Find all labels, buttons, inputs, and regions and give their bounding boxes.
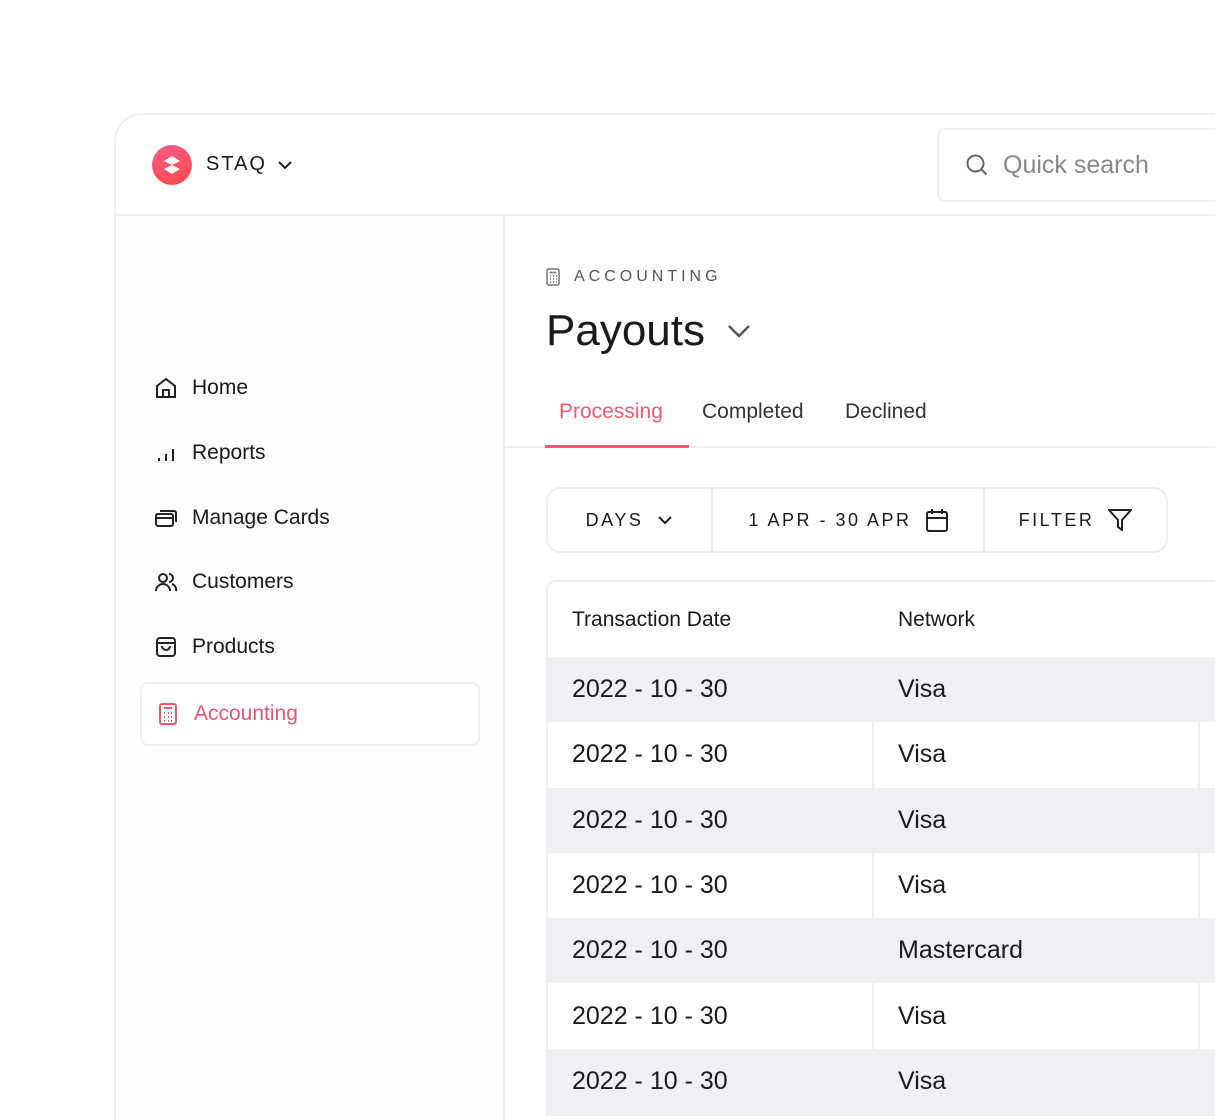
sidebar-item-customers[interactable]: Customers bbox=[140, 550, 480, 614]
payouts-table: Transaction Date Network 2022 - 10 - 30 V… bbox=[546, 580, 1215, 1117]
table-row[interactable]: 2022 - 10 - 30 Visa bbox=[548, 983, 1215, 1049]
tab-processing[interactable]: Processing bbox=[559, 400, 663, 423]
cards-icon bbox=[155, 510, 177, 527]
date-range-picker[interactable]: 1 APR - 30 APR bbox=[713, 489, 985, 551]
table-cell bbox=[1200, 853, 1215, 918]
page-title[interactable]: Payouts bbox=[546, 306, 751, 356]
sidebar-item-label: Accounting bbox=[194, 702, 298, 725]
network-cell: Visa bbox=[898, 1066, 947, 1095]
sidebar-item-label: Manage Cards bbox=[192, 506, 330, 529]
breadcrumb-label: ACCOUNTING bbox=[574, 268, 722, 285]
days-dropdown[interactable]: DAYS bbox=[548, 489, 713, 551]
search-input[interactable]: Quick search bbox=[937, 128, 1215, 202]
transaction-date-cell: 2022 - 10 - 30 bbox=[548, 722, 874, 788]
sidebar-item-manage-cards[interactable]: Manage Cards bbox=[140, 486, 480, 550]
page-title-text: Payouts bbox=[546, 306, 705, 355]
sidebar-item-accounting[interactable]: Accounting bbox=[140, 682, 480, 746]
sidebar-item-label: Reports bbox=[192, 441, 266, 464]
transaction-date-cell: 2022 - 10 - 30 bbox=[572, 1066, 728, 1095]
network-cell: Visa bbox=[874, 852, 1200, 919]
table-row[interactable]: 2022 - 10 - 30 Visa bbox=[548, 787, 1215, 853]
workspace-switcher[interactable]: STAQ bbox=[206, 153, 293, 176]
filter-bar: DAYS 1 APR - 30 APR FILTER bbox=[546, 487, 1168, 553]
calculator-icon bbox=[546, 268, 560, 286]
network-cell: Visa bbox=[898, 805, 947, 834]
search-icon bbox=[966, 154, 988, 176]
network-cell: Visa bbox=[874, 983, 1200, 1049]
app-window: STAQ Quick search Home Reports Manage Ca… bbox=[114, 113, 1215, 1120]
table-cell bbox=[1200, 722, 1215, 787]
column-header[interactable]: Transaction Date bbox=[572, 607, 732, 631]
network-cell: Visa bbox=[898, 675, 947, 704]
filter-button[interactable]: FILTER bbox=[985, 489, 1166, 551]
calculator-icon bbox=[159, 703, 177, 725]
sidebar-item-label: Products bbox=[192, 635, 275, 658]
sidebar-item-products[interactable]: Products bbox=[140, 615, 480, 679]
column-header[interactable]: Network bbox=[898, 607, 976, 631]
active-tab-indicator bbox=[545, 445, 689, 448]
table-cell bbox=[1200, 983, 1215, 1048]
staq-logo[interactable] bbox=[152, 145, 192, 185]
table-cell bbox=[1200, 788, 1215, 853]
sidebar-item-home[interactable]: Home bbox=[140, 356, 480, 420]
sidebar-item-reports[interactable]: Reports bbox=[140, 421, 480, 485]
sidebar-item-label: Home bbox=[192, 376, 249, 399]
users-icon bbox=[155, 573, 178, 592]
table-row[interactable]: 2022 - 10 - 30 Visa bbox=[548, 852, 1215, 919]
network-cell: Mastercard bbox=[898, 936, 1024, 965]
table-cell bbox=[1200, 1049, 1215, 1114]
tab-completed[interactable]: Completed bbox=[702, 400, 804, 423]
transaction-date-cell: 2022 - 10 - 30 bbox=[572, 675, 728, 704]
search-placeholder: Quick search bbox=[1003, 150, 1149, 179]
days-label: DAYS bbox=[585, 509, 644, 530]
date-range-label: 1 APR - 30 APR bbox=[748, 509, 912, 530]
transaction-date-cell: 2022 - 10 - 30 bbox=[548, 852, 874, 919]
tab-declined[interactable]: Declined bbox=[845, 400, 927, 423]
sidebar-item-label: Customers bbox=[192, 570, 294, 593]
transaction-date-cell: 2022 - 10 - 30 bbox=[572, 805, 728, 834]
table-header: Transaction Date Network bbox=[548, 582, 1215, 657]
transaction-date-cell: 2022 - 10 - 30 bbox=[572, 936, 728, 965]
table-row[interactable]: 2022 - 10 - 30 Mastercard bbox=[548, 918, 1215, 984]
tab-bar: Processing Completed Declined bbox=[505, 366, 1215, 448]
filter-icon bbox=[1108, 509, 1133, 531]
transaction-date-cell: 2022 - 10 - 30 bbox=[548, 983, 874, 1049]
bag-icon bbox=[156, 637, 176, 657]
main-content: ACCOUNTING Payouts Processing Completed … bbox=[505, 216, 1215, 1120]
bar-chart-icon bbox=[158, 449, 174, 461]
table-row[interactable]: 2022 - 10 - 30 Visa bbox=[548, 657, 1215, 723]
top-bar: STAQ Quick search bbox=[116, 115, 1215, 216]
table-cell bbox=[1200, 918, 1215, 983]
sidebar: Home Reports Manage Cards Customers Prod… bbox=[116, 216, 505, 1120]
breadcrumb: ACCOUNTING bbox=[546, 268, 722, 286]
chevron-down-icon bbox=[278, 160, 292, 169]
chevron-down-icon bbox=[728, 325, 750, 338]
chevron-down-icon bbox=[658, 516, 673, 525]
calendar-icon bbox=[925, 509, 948, 532]
table-cell bbox=[1200, 582, 1215, 657]
table-cell bbox=[1200, 657, 1215, 722]
table-row[interactable]: 2022 - 10 - 30 Visa bbox=[548, 722, 1215, 788]
home-icon bbox=[156, 377, 176, 398]
brand-name: STAQ bbox=[206, 153, 267, 175]
filter-label: FILTER bbox=[1018, 509, 1095, 530]
table-row[interactable]: 2022 - 10 - 30 Visa bbox=[548, 1048, 1215, 1115]
network-cell: Visa bbox=[874, 722, 1200, 788]
